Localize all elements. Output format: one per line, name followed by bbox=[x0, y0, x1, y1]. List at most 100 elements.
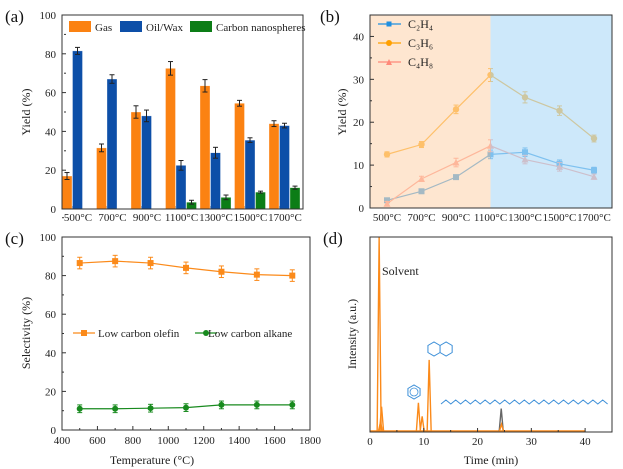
c-xtick-label: 1800 bbox=[299, 435, 322, 447]
c-legend-marker bbox=[203, 330, 209, 336]
c-xtick-label: 1000 bbox=[157, 435, 180, 447]
a-y-axis-label: Yield (%) bbox=[19, 89, 33, 136]
b-xtick-label: 900°C bbox=[442, 212, 470, 224]
a-bar-gas bbox=[268, 123, 280, 210]
d-peak bbox=[376, 236, 382, 432]
c-ytick-label: 0 bbox=[51, 425, 57, 437]
b-xtick-label: 500°C bbox=[373, 212, 401, 224]
b-xtick-label: 1700°C bbox=[577, 212, 611, 224]
d-plot-frame bbox=[369, 236, 613, 433]
c-marker-square bbox=[147, 260, 154, 267]
d-peak bbox=[419, 416, 425, 432]
b-ytick-label: 20 bbox=[353, 117, 365, 129]
a-bar-carbon-nanospheres bbox=[255, 191, 266, 210]
b-legend-marker bbox=[386, 21, 392, 27]
c-legend-label: Low carbon olefin bbox=[98, 328, 180, 340]
panel-label-a: (a) bbox=[5, 7, 24, 26]
c-xtick-label: 1600 bbox=[264, 435, 287, 447]
c-marker-square bbox=[218, 268, 225, 275]
a-ytick-label: 100 bbox=[40, 10, 57, 22]
a-bar-oil-wax bbox=[141, 115, 152, 210]
a-legend-label: Oil/Wax bbox=[146, 22, 183, 34]
c-ytick-label: 80 bbox=[45, 271, 57, 283]
a-bar-gas bbox=[61, 175, 73, 210]
c-xtick-label: 400 bbox=[54, 435, 71, 447]
c-ytick-label: 20 bbox=[45, 386, 57, 398]
panel-label-b: (b) bbox=[320, 7, 340, 26]
c-marker-circle bbox=[147, 405, 154, 412]
c-ytick-label: 100 bbox=[40, 232, 57, 244]
b-ytick-label: 10 bbox=[353, 160, 365, 172]
d-solvent-label: Solvent bbox=[382, 264, 419, 278]
b-y-axis-label: Yield (%) bbox=[335, 89, 349, 136]
a-bar-oil-wax bbox=[244, 139, 256, 210]
c-y-axis-label: Selectivity (%) bbox=[19, 297, 33, 369]
b-legend-label: C₃H₆ bbox=[408, 36, 433, 50]
a-legend-swatch bbox=[69, 21, 91, 32]
b-ytick-label: 40 bbox=[353, 31, 365, 43]
a-xtick-label: 1500°C bbox=[234, 212, 268, 224]
b-ytick-label: 0 bbox=[359, 203, 365, 215]
b-legend-label: C₂H₄ bbox=[408, 17, 433, 31]
d-peak bbox=[378, 406, 385, 432]
benzene-ring-icon bbox=[409, 387, 419, 397]
b-legend-marker bbox=[386, 59, 392, 65]
c-x-axis-label: Temperature (°C) bbox=[110, 453, 194, 467]
c-xtick-label: 1200 bbox=[193, 435, 216, 447]
a-bar-oil-wax bbox=[210, 152, 221, 210]
a-bar-oil-wax bbox=[106, 78, 118, 210]
c-ytick-label: 40 bbox=[45, 348, 57, 360]
b-xtick-label: 1100°C bbox=[474, 212, 507, 224]
b-ytick-label: 30 bbox=[353, 74, 365, 86]
a-bar-gas bbox=[165, 68, 176, 210]
a-bar-oil-wax bbox=[72, 50, 83, 210]
a-xtick-label: 700°C bbox=[98, 212, 126, 224]
c-marker-square bbox=[112, 258, 119, 265]
b-xtick-label: 700°C bbox=[407, 212, 435, 224]
a-ytick-label: 20 bbox=[45, 165, 57, 177]
naphthalene-structure-icon bbox=[427, 341, 453, 357]
a-xtick-label: 900°C bbox=[133, 212, 161, 224]
a-legend-label: Gas bbox=[95, 22, 112, 34]
d-xtick-label: 20 bbox=[472, 436, 484, 448]
benzene-structure-icon bbox=[407, 384, 421, 400]
d-peak bbox=[498, 421, 505, 432]
d-x-axis-label: Time (min) bbox=[464, 453, 519, 467]
d-peak bbox=[498, 408, 504, 432]
d-y-axis-label: Intensity (a.u.) bbox=[345, 299, 359, 369]
a-bar-gas bbox=[199, 85, 211, 210]
a-xtick-label: 500°C bbox=[64, 212, 92, 224]
a-xtick-label: 1300°C bbox=[199, 212, 233, 224]
c-marker-circle bbox=[183, 404, 189, 411]
c-marker-circle bbox=[253, 401, 260, 408]
c-marker-square bbox=[253, 271, 260, 278]
a-bar-gas bbox=[130, 111, 142, 210]
a-xtick-label: 1100°C bbox=[165, 212, 198, 224]
c-marker-circle bbox=[289, 401, 296, 408]
b-xtick-label: 1500°C bbox=[543, 212, 577, 224]
b-plot-frame bbox=[369, 14, 613, 209]
b-legend-label: C₄H₈ bbox=[408, 55, 433, 69]
panel-label-d: (d) bbox=[323, 229, 343, 248]
c-marker-circle bbox=[218, 401, 225, 408]
b-region-low-temp bbox=[370, 15, 491, 208]
a-bar-carbon-nanospheres bbox=[289, 187, 301, 210]
a-bar-oil-wax bbox=[175, 165, 187, 210]
c-marker-circle bbox=[76, 405, 83, 412]
d-xtick-label: 40 bbox=[580, 436, 592, 448]
a-bar-oil-wax bbox=[279, 125, 290, 210]
a-legend-swatch bbox=[120, 21, 142, 32]
c-ytick-label: 60 bbox=[45, 309, 57, 321]
alkane-chain-structure-icon bbox=[440, 399, 608, 405]
c-marker-square bbox=[183, 264, 189, 271]
a-ytick-label: 80 bbox=[45, 49, 57, 61]
a-ytick-label: 0 bbox=[51, 204, 57, 216]
panel-label-c: (c) bbox=[5, 229, 24, 248]
d-peak bbox=[426, 359, 432, 432]
c-marker-circle bbox=[112, 405, 119, 412]
c-xtick-label: 600 bbox=[89, 435, 106, 447]
a-legend-label: Carbon nanospheres bbox=[216, 22, 306, 34]
d-peak bbox=[415, 402, 422, 432]
d-xtick-label: 10 bbox=[418, 436, 430, 448]
